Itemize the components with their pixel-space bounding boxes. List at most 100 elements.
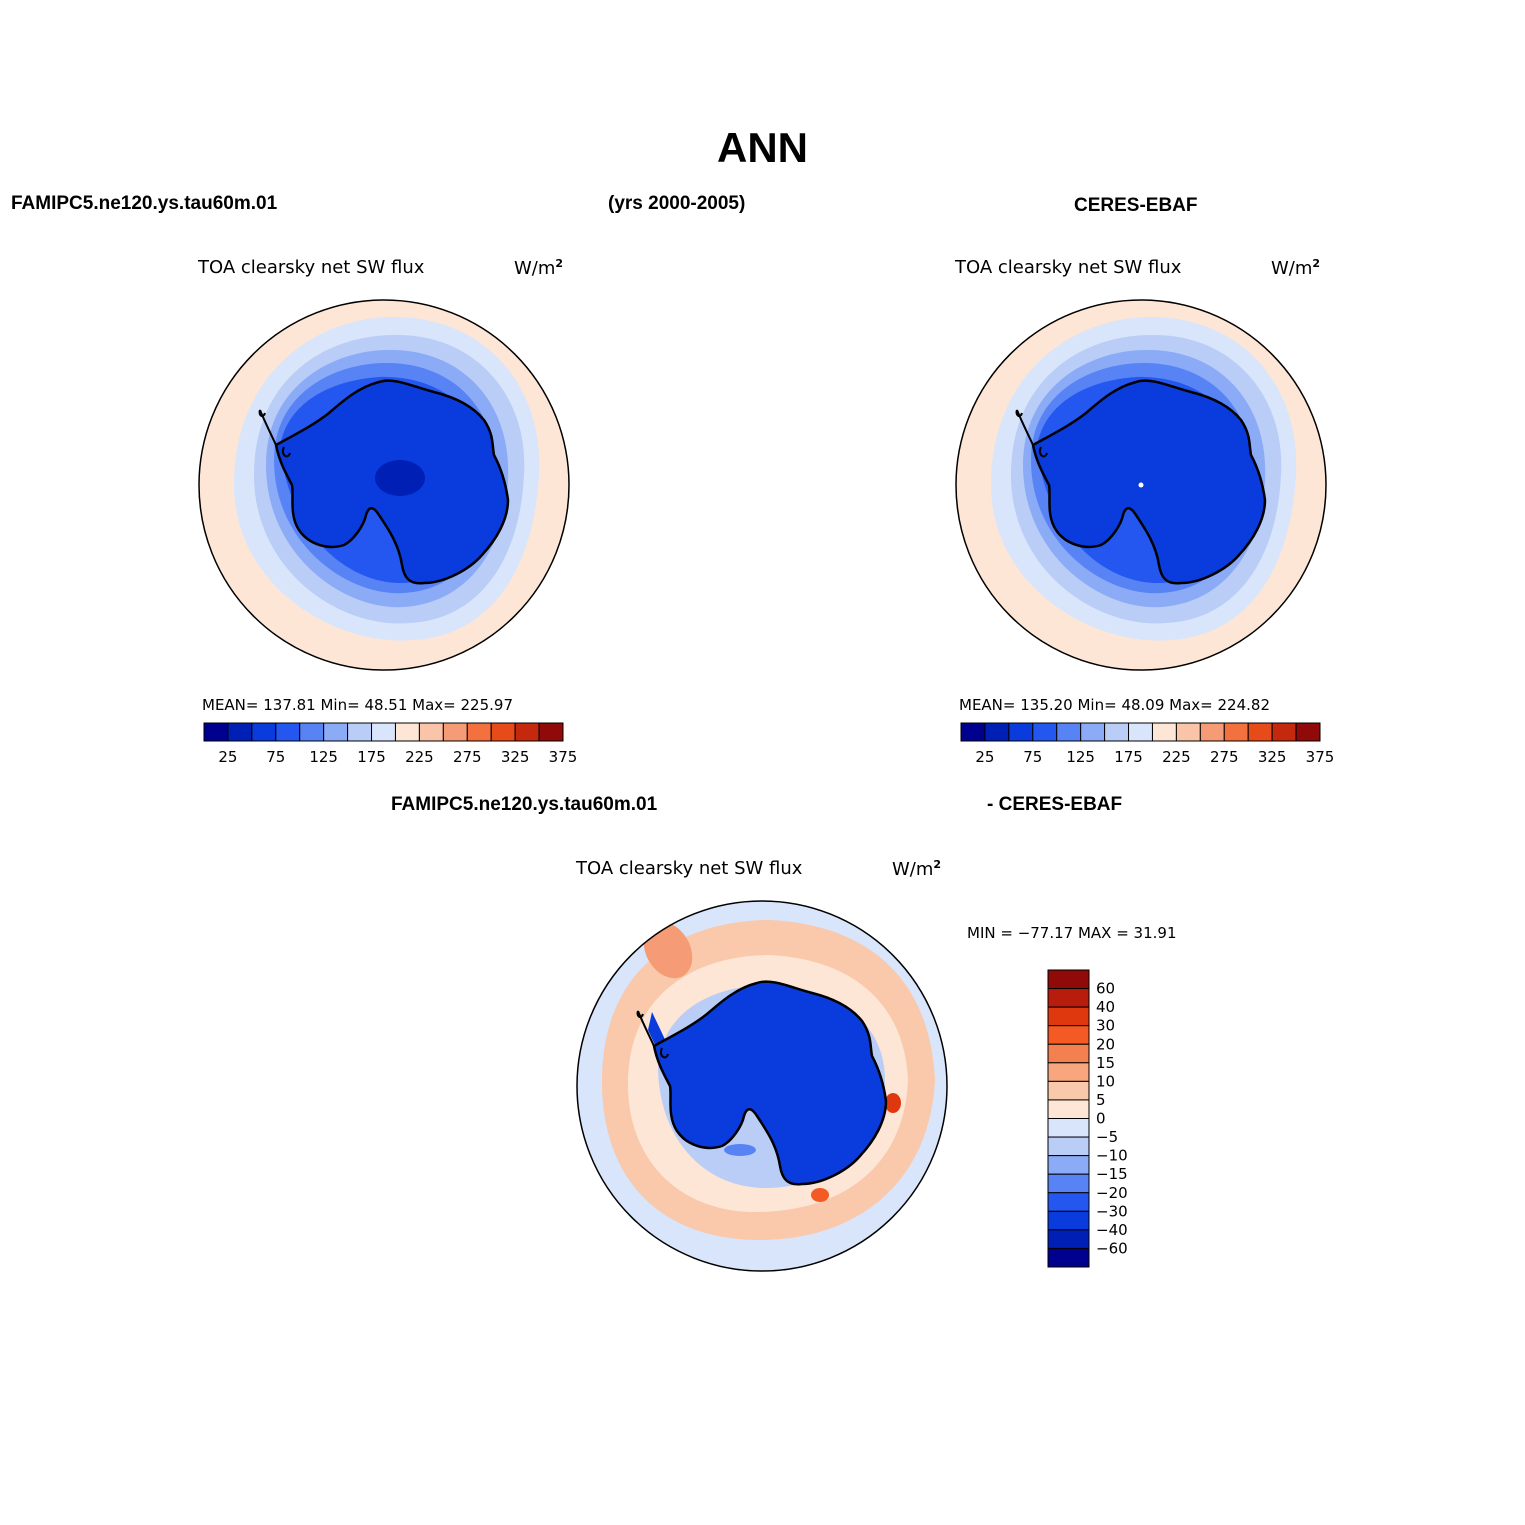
colorbar-swatch — [1247, 722, 1273, 742]
colorbar-swatch — [1047, 1192, 1090, 1212]
colorbar-label: 175 — [1114, 748, 1143, 766]
colorbar-swatch — [347, 722, 373, 742]
colorbar-swatch — [514, 722, 540, 742]
obs-dataset-label: CERES-EBAF — [1074, 195, 1198, 216]
colorbar-swatch — [1295, 722, 1321, 742]
colorbar-swatch — [960, 722, 986, 742]
colorbar-label: 60 — [1096, 980, 1115, 998]
colorbar-swatch — [227, 722, 253, 742]
colorbar-swatch — [371, 722, 396, 742]
model-map-border — [198, 299, 570, 671]
colorbar-swatch — [1008, 722, 1034, 742]
colorbar-label: 20 — [1096, 1035, 1115, 1053]
colorbar-swatch — [466, 722, 492, 742]
colorbar-label: 75 — [266, 748, 285, 766]
diff-model-label: FAMIPC5.ne120.ys.tau60m.01 — [391, 794, 658, 815]
colorbar-swatch — [1047, 1136, 1090, 1157]
colorbar-swatch — [1047, 1025, 1090, 1045]
colorbar-swatch — [1047, 1080, 1090, 1101]
colorbar-label: 275 — [1210, 748, 1239, 766]
main-title: ANN — [717, 124, 808, 171]
colorbar-swatch — [1047, 1210, 1090, 1231]
colorbar-label: 225 — [405, 748, 434, 766]
colorbar-swatch — [1047, 988, 1090, 1008]
colorbar-swatch — [1047, 1155, 1090, 1175]
colorbar-label: −40 — [1096, 1221, 1128, 1239]
obs-panel-units: W/m2 — [1271, 257, 1321, 279]
colorbar-label: −10 — [1096, 1147, 1128, 1165]
colorbar-swatch — [1104, 722, 1130, 742]
colorbar-swatch — [1056, 722, 1082, 742]
colorbar-label: 10 — [1096, 1072, 1115, 1090]
colorbar-swatch — [1047, 1118, 1090, 1138]
obs-map — [956, 300, 1326, 670]
colorbar-swatch — [323, 722, 349, 742]
colorbar-label: 40 — [1096, 998, 1115, 1016]
colorbar-swatch — [1047, 969, 1090, 990]
colorbar-label: 25 — [218, 748, 237, 766]
colorbar-swatch — [538, 722, 564, 742]
colorbar-swatch — [1032, 722, 1058, 742]
colorbar-swatch — [1047, 1043, 1090, 1064]
colorbar-swatch — [299, 722, 325, 742]
colorbar-swatch — [1047, 1247, 1090, 1268]
model-case-label: FAMIPC5.ne120.ys.tau60m.01 — [11, 193, 278, 214]
colorbar-label: 325 — [1258, 748, 1287, 766]
obs-panel-title: TOA clearsky net SW flux — [955, 257, 1182, 278]
colorbar-swatch — [275, 722, 301, 742]
diff-panel-units: W/m2 — [892, 858, 942, 880]
diff-map-border — [576, 900, 948, 1272]
colorbar-swatch — [418, 722, 444, 742]
model-panel-title: TOA clearsky net SW flux — [198, 257, 425, 278]
colorbar-label: 175 — [357, 748, 386, 766]
colorbar-label: 375 — [1306, 748, 1335, 766]
obs-map-border — [955, 299, 1327, 671]
colorbar-label: 75 — [1023, 748, 1042, 766]
colorbar-label: 275 — [453, 748, 482, 766]
colorbar-label: −5 — [1096, 1128, 1118, 1146]
colorbar-swatch — [490, 722, 516, 742]
colorbar-swatch — [1175, 722, 1201, 742]
colorbar-swatch — [251, 722, 277, 742]
colorbar-swatch — [1151, 722, 1177, 742]
diff-stats: MIN = −77.17 MAX = 31.91 — [967, 924, 1177, 942]
colorbar-swatch — [1223, 722, 1249, 742]
colorbar-label: 15 — [1096, 1054, 1115, 1072]
colorbar-label: −20 — [1096, 1184, 1128, 1202]
colorbar-label: 30 — [1096, 1017, 1115, 1035]
diff-panel-title: TOA clearsky net SW flux — [576, 858, 803, 879]
years-label: (yrs 2000-2005) — [608, 193, 746, 214]
colorbar-label: 375 — [549, 748, 578, 766]
colorbar-swatch — [984, 722, 1010, 742]
obs-stats: MEAN= 135.20 Min= 48.09 Max= 224.82 — [959, 696, 1270, 714]
model-map — [199, 300, 569, 670]
colorbar-label: 5 — [1096, 1091, 1106, 1109]
colorbar-label: −15 — [1096, 1165, 1128, 1183]
obs-colorbar: 25 75 125 175 225 275 325 375 — [960, 722, 1335, 766]
colorbar-label: 125 — [309, 748, 338, 766]
colorbar-swatch — [1080, 722, 1106, 742]
colorbar-label: −60 — [1096, 1239, 1128, 1257]
colorbar-label: 25 — [975, 748, 994, 766]
model-colorbar: 25 75 125 175 225 275 325 375 — [203, 722, 578, 766]
colorbar-swatch — [394, 722, 420, 742]
model-panel-units: W/m2 — [514, 257, 564, 279]
colorbar-swatch — [1047, 1229, 1090, 1249]
colorbar-swatch — [1047, 1062, 1090, 1082]
colorbar-label: 125 — [1066, 748, 1095, 766]
colorbar-label: −30 — [1096, 1202, 1128, 1220]
diff-obs-label: - CERES-EBAF — [987, 794, 1123, 815]
colorbar-swatch — [1271, 722, 1297, 742]
colorbar-label: 0 — [1096, 1110, 1106, 1128]
colorbar-label: 225 — [1162, 748, 1191, 766]
colorbar-swatch — [1128, 722, 1153, 742]
diff-map — [577, 901, 947, 1271]
colorbar-swatch — [442, 722, 468, 742]
model-stats: MEAN= 137.81 Min= 48.51 Max= 225.97 — [202, 696, 513, 714]
colorbar-swatch — [203, 722, 229, 742]
colorbar-swatch — [1047, 1006, 1090, 1027]
colorbar-label: 325 — [501, 748, 530, 766]
colorbar-swatch — [1199, 722, 1225, 742]
